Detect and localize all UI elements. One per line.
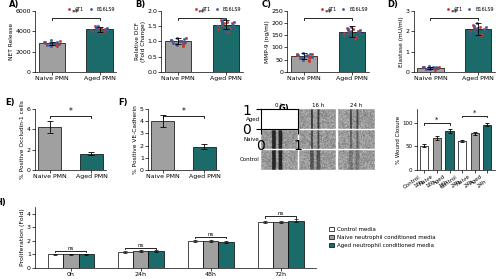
Text: C): C) bbox=[262, 0, 272, 9]
Text: **: ** bbox=[198, 9, 206, 18]
Bar bbox=[118, 252, 133, 268]
Text: F): F) bbox=[118, 98, 128, 107]
Bar bbox=[212, 25, 239, 72]
Y-axis label: % Wound Closure: % Wound Closure bbox=[396, 116, 400, 163]
Bar bbox=[78, 254, 94, 268]
Bar bbox=[288, 221, 304, 268]
Text: B): B) bbox=[135, 0, 145, 9]
Bar bbox=[86, 29, 113, 72]
Text: **: ** bbox=[450, 9, 458, 18]
Bar bbox=[203, 241, 218, 268]
Bar bbox=[420, 146, 428, 170]
Bar bbox=[339, 32, 365, 72]
Y-axis label: MMP-9 (ng/ml): MMP-9 (ng/ml) bbox=[265, 20, 270, 63]
Text: D): D) bbox=[388, 0, 398, 9]
Text: A): A) bbox=[9, 0, 20, 9]
Bar bbox=[465, 29, 491, 72]
Y-axis label: Proliferation (Fold): Proliferation (Fold) bbox=[20, 209, 25, 266]
Bar bbox=[165, 41, 191, 72]
Bar bbox=[470, 133, 479, 170]
Title: 0 h: 0 h bbox=[275, 103, 284, 108]
Bar bbox=[148, 251, 164, 268]
Bar bbox=[446, 131, 454, 170]
Y-axis label: Relative DCF
(Fold Change): Relative DCF (Fold Change) bbox=[135, 21, 146, 62]
Bar bbox=[151, 121, 174, 170]
Text: ns: ns bbox=[208, 232, 214, 237]
Bar bbox=[80, 154, 103, 170]
Text: **: ** bbox=[72, 9, 80, 18]
Y-axis label: % Positive Occludin-1 cells: % Positive Occludin-1 cells bbox=[20, 100, 25, 179]
Title: 24 h: 24 h bbox=[350, 103, 362, 108]
Bar bbox=[188, 241, 203, 268]
Text: E): E) bbox=[5, 98, 15, 107]
Bar bbox=[38, 44, 65, 72]
Bar bbox=[63, 254, 78, 268]
Text: ns: ns bbox=[278, 211, 284, 217]
Bar bbox=[48, 254, 63, 268]
Legend: 4T1, B16LS9: 4T1, B16LS9 bbox=[442, 6, 494, 12]
Bar bbox=[291, 56, 318, 72]
Text: G): G) bbox=[279, 104, 290, 113]
Y-axis label: NET Release: NET Release bbox=[9, 23, 14, 60]
Y-axis label: % Positive VE-Cadherin: % Positive VE-Cadherin bbox=[134, 105, 138, 174]
Bar bbox=[38, 128, 61, 170]
Legend: 4T1, B16LS9: 4T1, B16LS9 bbox=[316, 6, 368, 12]
Text: ns: ns bbox=[138, 243, 144, 248]
Text: H): H) bbox=[0, 198, 6, 207]
Bar bbox=[418, 68, 444, 72]
Y-axis label: Aged: Aged bbox=[246, 117, 260, 122]
Bar bbox=[133, 251, 148, 268]
Y-axis label: Control: Control bbox=[240, 157, 260, 162]
Text: *: * bbox=[473, 110, 476, 116]
Bar bbox=[193, 147, 216, 170]
Text: *: * bbox=[68, 107, 72, 117]
Bar bbox=[273, 222, 288, 268]
Y-axis label: Naive: Naive bbox=[244, 137, 260, 142]
Y-axis label: Elastase (mU/ml): Elastase (mU/ml) bbox=[399, 16, 404, 67]
Title: 16 h: 16 h bbox=[312, 103, 324, 108]
Text: **: ** bbox=[324, 9, 332, 18]
Legend: Control media, Naive neutrophil conditioned media, Aged neutrophil conditioned m: Control media, Naive neutrophil conditio… bbox=[329, 227, 436, 248]
Bar bbox=[484, 125, 492, 170]
Text: *: * bbox=[182, 107, 186, 117]
Bar bbox=[258, 222, 273, 268]
Bar bbox=[458, 141, 466, 170]
Bar bbox=[433, 138, 441, 170]
Legend: 4T1, B16LS9: 4T1, B16LS9 bbox=[190, 6, 242, 12]
Bar bbox=[218, 242, 234, 268]
Legend: 4T1, B16LS9: 4T1, B16LS9 bbox=[64, 6, 116, 12]
Text: *: * bbox=[436, 117, 438, 123]
Text: ns: ns bbox=[68, 246, 74, 251]
